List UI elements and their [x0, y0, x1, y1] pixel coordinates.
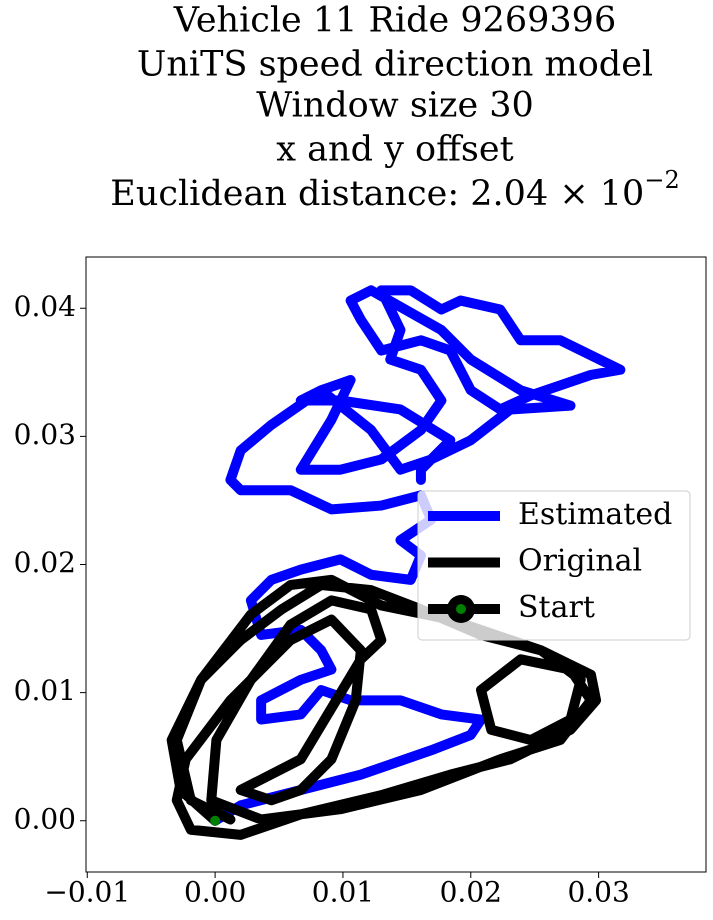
y-tick-label: 0.00	[14, 802, 76, 835]
y-tick-label: 0.02	[14, 546, 76, 579]
legend-box	[417, 490, 691, 641]
x-tick-label: 0.01	[312, 876, 374, 909]
chart-title: x and y offset	[276, 130, 513, 170]
legend-marker	[456, 604, 466, 614]
y-tick-label: 0.04	[14, 290, 76, 323]
x-tick-label: −0.01	[44, 876, 130, 909]
legend-label: Original	[518, 544, 642, 579]
y-tick-label: 0.01	[14, 674, 76, 707]
x-tick-label: 0.00	[184, 876, 246, 909]
y-tick-label: 0.03	[14, 418, 76, 451]
chart-title: Euclidean distance: 2.04 × 10−2	[110, 166, 679, 214]
title-exponent: −2	[644, 166, 679, 194]
x-tick-label: 0.03	[567, 876, 629, 909]
legend-label: Estimated	[518, 497, 672, 532]
x-tick-label: 0.02	[440, 876, 502, 909]
chart-title: Window size 30	[256, 86, 534, 126]
plot-area	[166, 285, 626, 840]
chart-title: UniTS speed direction model	[137, 45, 653, 85]
legend-label: Start	[518, 590, 595, 625]
title-text: Euclidean distance: 2.04 × 10	[110, 174, 644, 214]
legend: Estimated Original Start	[417, 490, 691, 641]
trajectory-line	[210, 285, 626, 826]
chart-title: Vehicle 11 Ride 9269396	[173, 1, 616, 41]
trajectory-line	[166, 574, 602, 840]
start-point	[210, 815, 221, 826]
